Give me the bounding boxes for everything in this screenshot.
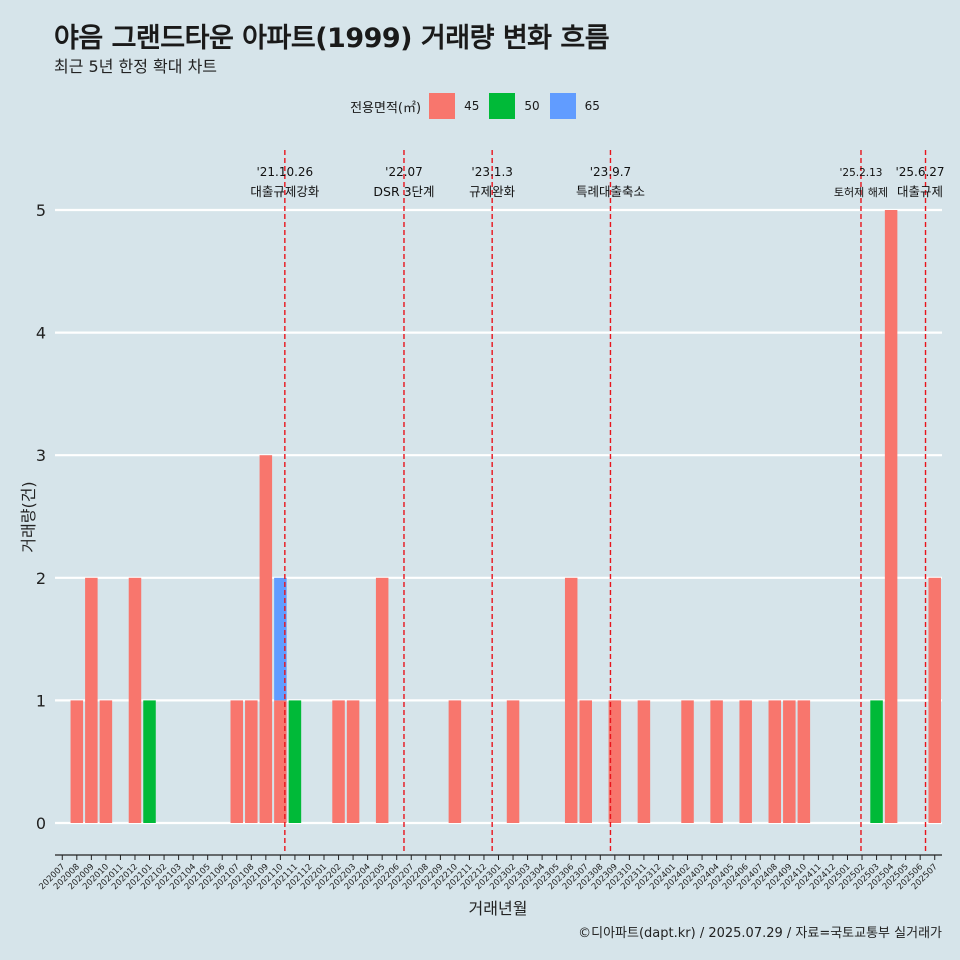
bar-45-202202	[332, 700, 345, 823]
y-tick-label: 4	[36, 324, 46, 343]
event-date-label: '25.6.27	[895, 165, 944, 179]
event-text-label: 대출규제강화	[250, 184, 320, 199]
legend-label-50: 50	[524, 99, 540, 113]
chart-title: 야음 그랜드타운 아파트(1999) 거래량 변화 흐름	[54, 23, 610, 54]
legend-item-65: 65	[549, 93, 600, 119]
legend-label-45: 45	[464, 99, 480, 113]
bar-45-202307	[579, 700, 592, 823]
legend-label-65: 65	[584, 99, 600, 113]
bar-45-202404	[710, 700, 723, 823]
legend-item-50: 50	[489, 93, 540, 119]
event-text-label: 대출규제	[897, 184, 943, 199]
event-date-label: '23.9.7	[590, 165, 631, 179]
event-text-label: 규제완화	[469, 184, 516, 199]
bar-65-202110	[274, 577, 287, 701]
y-tick-label: 0	[36, 814, 46, 833]
bar-45-202012	[128, 577, 142, 823]
legend: 전용면적(㎡) 45 50 65	[0, 93, 960, 119]
legend-title: 전용면적(㎡)	[350, 100, 422, 116]
bar-45-202309	[608, 700, 622, 823]
event-date-label: '23.1.3	[471, 165, 512, 179]
bar-45-202409	[783, 700, 796, 823]
bar-45-202302	[506, 700, 520, 823]
y-tick-label: 5	[36, 201, 46, 220]
event-lines: '21.10.26 대출규제강화 '22.07 DSR 3단계 '23.1.3 규제완화 '…	[250, 150, 945, 853]
bar-45-202008	[70, 700, 84, 823]
bar-45-202410	[797, 700, 811, 823]
bar-45-202010	[99, 700, 113, 823]
bar-45-202210	[448, 700, 462, 823]
legend-swatch-45	[429, 93, 456, 119]
bar-45-202408	[768, 700, 782, 823]
y-axis-title: 거래량(건)	[19, 481, 38, 552]
bar-45-202507	[928, 577, 941, 823]
y-tick-label: 1	[36, 691, 46, 710]
y-tick-label: 2	[36, 569, 46, 588]
bar-45-202205	[375, 577, 389, 823]
bar-45-202406	[739, 700, 752, 823]
bar-45-202109	[259, 455, 273, 823]
caption: ©디아파트(dapt.kr) / 2025.07.29 / 자료=국토교통부 실…	[578, 926, 942, 941]
event-date-label: '22.07	[385, 165, 423, 179]
bar-45-202009	[85, 577, 98, 823]
chart-subtitle: 최근 5년 한정 확대 차트	[54, 57, 218, 76]
event-text-label: DSR 3단계	[373, 184, 434, 199]
bar-45-202203	[346, 700, 360, 823]
y-tick-label: 3	[36, 446, 46, 465]
bars	[70, 210, 941, 823]
x-axis-title: 거래년월	[469, 899, 528, 918]
bar-45-202107	[230, 700, 244, 823]
legend-item-45: 45	[429, 93, 479, 119]
bar-45-202110	[274, 700, 287, 823]
bar-45-202108	[245, 700, 258, 823]
bar-50-202111	[288, 700, 302, 823]
event-text-label: 토허제 해제	[834, 185, 888, 199]
event-date-label: '25.2.13	[840, 167, 883, 179]
legend-swatch-50	[489, 93, 516, 119]
bar-45-202402	[681, 700, 694, 823]
legend-swatch-65	[549, 93, 576, 119]
bar-45-202311	[637, 700, 651, 823]
bar-50-202101	[143, 700, 156, 823]
event-date-label: '21.10.26	[256, 165, 313, 179]
event-text-label: 특례대출축소	[576, 184, 645, 199]
bar-45-202504	[884, 210, 898, 823]
bar-50-202503	[870, 700, 883, 823]
bar-45-202306	[564, 577, 578, 823]
